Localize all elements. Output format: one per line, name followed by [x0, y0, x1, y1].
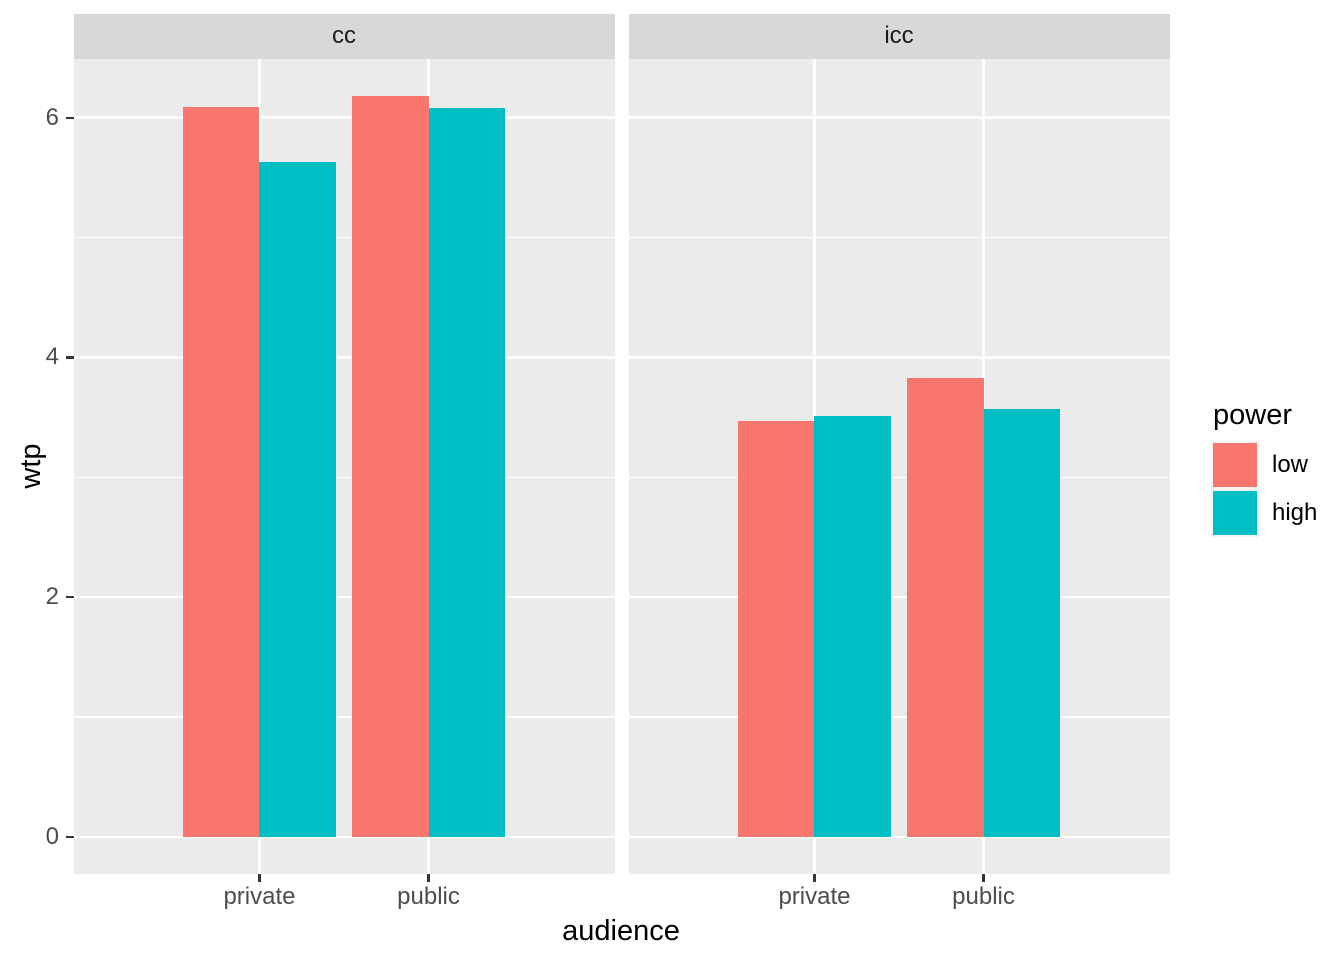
x-tick-label-public: public — [397, 883, 460, 910]
y-tick-label-4: 4 — [45, 343, 59, 371]
facet-strip-cc: cc — [73, 13, 615, 59]
x-tick-label-private: private — [223, 883, 296, 910]
bar-icc-private-low — [738, 420, 815, 837]
bar-icc-public-high — [983, 408, 1060, 837]
panel-cc — [73, 59, 615, 874]
gridline-major — [628, 356, 1170, 359]
gridline-minor — [73, 476, 615, 478]
gridline-major — [73, 356, 615, 359]
y-tick-mark — [66, 116, 74, 119]
y-axis-title: wtp — [15, 443, 47, 489]
facet-strip-label: icc — [884, 22, 914, 50]
y-tick-label-0: 0 — [45, 822, 59, 850]
panel-icc — [628, 59, 1170, 874]
x-tick-mark — [258, 874, 261, 882]
bar-cc-private-high — [259, 162, 336, 837]
legend-key-high — [1211, 489, 1259, 537]
legend-label-high: high — [1272, 499, 1318, 526]
legend-swatch-low — [1213, 443, 1257, 487]
gridline-major — [628, 835, 1170, 839]
gridline-minor — [628, 476, 1170, 478]
gridline-major — [73, 595, 615, 599]
y-tick-label-2: 2 — [45, 583, 59, 611]
bar-icc-private-high — [814, 416, 891, 837]
bar-cc-private-low — [183, 106, 260, 837]
legend-title: power — [1213, 399, 1292, 431]
gridline-major — [73, 835, 615, 839]
gridline-minor — [73, 236, 615, 239]
x-tick-label-private: private — [778, 883, 851, 910]
gridline-major — [628, 116, 1170, 119]
x-tick-label-public: public — [952, 883, 1015, 910]
gridline-major — [73, 116, 615, 119]
y-tick-mark — [66, 356, 74, 359]
y-tick-mark — [66, 596, 74, 599]
x-axis-title: audience — [562, 915, 680, 947]
x-tick-mark — [813, 874, 816, 882]
gridline-minor — [628, 716, 1170, 718]
y-tick-label-6: 6 — [45, 103, 59, 131]
y-tick-mark — [66, 835, 74, 838]
legend-label-low: low — [1272, 451, 1309, 478]
bar-cc-public-low — [352, 96, 429, 837]
bar-icc-public-low — [907, 377, 984, 837]
gridline-major — [628, 595, 1170, 599]
x-tick-mark — [982, 874, 985, 882]
gridline-minor — [628, 236, 1170, 239]
legend-key-low — [1211, 441, 1259, 489]
facet-strip-label: cc — [332, 22, 356, 50]
gridline-minor — [73, 716, 615, 718]
x-tick-mark — [427, 874, 430, 882]
bar-cc-public-high — [428, 108, 505, 837]
facet-strip-icc: icc — [628, 13, 1170, 59]
legend-swatch-high — [1213, 491, 1257, 535]
